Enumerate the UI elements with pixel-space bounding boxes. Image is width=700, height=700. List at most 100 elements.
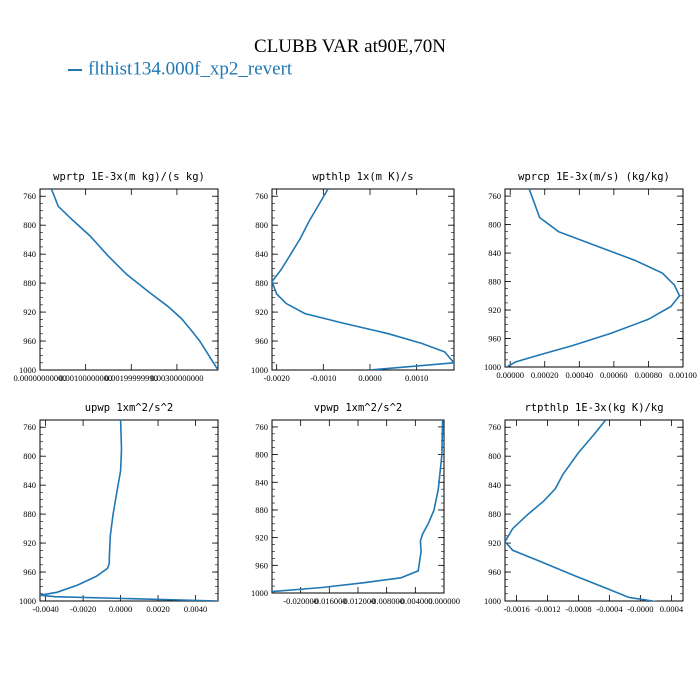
y-tick-label: 760 xyxy=(488,191,501,201)
y-tick-label: 760 xyxy=(255,422,268,432)
x-tick-label: 0.00000000000 xyxy=(13,373,66,383)
y-tick-label: 960 xyxy=(255,560,268,570)
y-tick-label: 840 xyxy=(488,480,501,490)
legend: flthist134.000f_xp2_revert xyxy=(68,58,292,81)
x-tick-label: -0.0040 xyxy=(33,604,59,614)
y-tick-label: 880 xyxy=(23,509,36,519)
x-tick-label: -0.0000 xyxy=(627,604,653,614)
axes-frame xyxy=(271,188,455,371)
x-tick-label: 0.00040 xyxy=(565,370,593,380)
x-tick-label: -0.0008 xyxy=(565,604,591,614)
x-tick-label: -0.0020 xyxy=(70,604,96,614)
y-tick-label: 800 xyxy=(23,220,36,230)
legend-line-swatch xyxy=(68,68,82,71)
y-tick-label: 1000 xyxy=(484,596,501,606)
subplot-title: vpwp 1xm^2/s^2 xyxy=(314,402,403,414)
y-tick-label: 880 xyxy=(488,277,501,287)
y-tick-label: 840 xyxy=(23,480,36,490)
subplot-title: rtpthlp 1E-3x(kg K)/kg xyxy=(524,402,663,414)
y-tick-label: 760 xyxy=(23,191,36,201)
axes-frame xyxy=(504,188,684,368)
y-tick-label: 800 xyxy=(488,451,501,461)
subplot-1: wprtp 1E-3x(m kg)/(s kg) 760 800 840 880 920 9… xyxy=(13,171,219,383)
x-tick-label: 0.0040 xyxy=(184,604,207,614)
y-tick-label: 920 xyxy=(255,307,268,317)
y-tick-label: 920 xyxy=(23,538,36,548)
y-tick-label: 960 xyxy=(23,336,36,346)
y-tick-label: 840 xyxy=(488,248,501,258)
x-tick-label: -0.0016 xyxy=(503,604,529,614)
y-tick-label: 800 xyxy=(255,220,268,230)
x-tick-label: 0.00080 xyxy=(635,370,663,380)
y-tick-label: 920 xyxy=(488,305,501,315)
y-tick-label: 800 xyxy=(255,450,268,460)
x-tick-label: 0.00060 xyxy=(600,370,628,380)
y-tick-label: 840 xyxy=(23,249,36,259)
y-tick-label: 960 xyxy=(488,334,501,344)
y-tick-label: 880 xyxy=(23,278,36,288)
y-tick-label: 1000 xyxy=(19,365,36,375)
y-tick-label: 960 xyxy=(488,567,501,577)
chart-title: CLUBB VAR at90E,70N xyxy=(254,36,446,57)
y-tick-label: 840 xyxy=(255,249,268,259)
subplot-5: vpwp 1xm^2/s^2 760 800 840 880 920 960 1000 -0.0… xyxy=(251,402,460,606)
series-line xyxy=(50,189,218,370)
x-tick-label: -0.016000 xyxy=(312,596,347,606)
x-tick-label: 0.00000 xyxy=(496,370,524,380)
y-tick-label: 760 xyxy=(488,422,501,432)
x-tick-label: 0.00199999990 xyxy=(105,373,158,383)
x-tick-label: -0.020000 xyxy=(283,596,318,606)
series-line xyxy=(505,420,658,601)
subplot-title: wprcp 1E-3x(m/s) (kg/kg) xyxy=(518,171,670,183)
x-tick-label: 0.000000 xyxy=(428,596,460,606)
x-tick-label: -0.0010 xyxy=(310,373,336,383)
series-line xyxy=(272,420,444,593)
x-tick-label: 0.0010 xyxy=(405,373,428,383)
x-tick-label: 0.00100000000 xyxy=(59,373,112,383)
y-tick-label: 960 xyxy=(23,567,36,577)
y-tick-label: 880 xyxy=(255,278,268,288)
axes-frame xyxy=(39,188,219,371)
x-tick-label: 0.0000 xyxy=(109,604,132,614)
x-tick-label: -0.004000 xyxy=(398,596,433,606)
y-tick-label: 760 xyxy=(23,422,36,432)
y-tick-label: 880 xyxy=(488,509,501,519)
legend-label: flthist134.000f_xp2_revert xyxy=(88,58,293,80)
y-tick-label: 800 xyxy=(23,451,36,461)
subplot-title: wpthlp 1x(m K)/s xyxy=(312,171,413,183)
x-tick-label: -0.0012 xyxy=(534,604,560,614)
axes-frame xyxy=(39,419,219,602)
y-tick-label: 880 xyxy=(255,505,268,515)
series-line xyxy=(506,189,681,367)
y-tick-label: 1000 xyxy=(484,362,501,372)
y-tick-label: 960 xyxy=(255,336,268,346)
series-line xyxy=(272,189,454,370)
x-tick-label: 0.0020 xyxy=(146,604,169,614)
x-tick-label: 0.0004 xyxy=(660,604,684,614)
series-line xyxy=(40,420,218,601)
x-tick-label: -0.0020 xyxy=(264,373,290,383)
y-tick-label: 1000 xyxy=(251,365,268,375)
subplot-4: upwp 1xm^2/s^27608008408809209601000-0.0… xyxy=(19,402,219,614)
axes-frame xyxy=(504,419,684,602)
x-tick-label: -0.008000 xyxy=(369,596,404,606)
x-tick-label: -0.0004 xyxy=(596,604,623,614)
subplot-3: wprcp 1E-3x(m/s) (kg/kg) 760 800 840 880 920 9… xyxy=(484,171,697,380)
x-tick-label: 0.00100 xyxy=(669,370,697,380)
x-tick-label: 0.00300000000 xyxy=(150,373,203,383)
subplot-title: wprtp 1E-3x(m kg)/(s kg) xyxy=(53,171,205,183)
subplot-6: rtpthlp 1E-3x(kg K)/kg 760 800 840 880 920 960… xyxy=(484,402,684,614)
y-tick-label: 800 xyxy=(488,220,501,230)
x-tick-label: 0.0000 xyxy=(358,373,381,383)
x-tick-label: -0.012000 xyxy=(341,596,376,606)
y-tick-label: 920 xyxy=(488,538,501,548)
y-tick-label: 920 xyxy=(23,307,36,317)
y-tick-label: 920 xyxy=(255,533,268,543)
x-tick-label: 0.00020 xyxy=(531,370,559,380)
subplot-title: upwp 1xm^2/s^2 xyxy=(85,402,174,414)
y-tick-label: 760 xyxy=(255,191,268,201)
subplot-2: wpthlp 1x(m K)/s7608008408809209601000-0… xyxy=(251,171,455,383)
y-tick-label: 840 xyxy=(255,477,268,487)
y-tick-label: 1000 xyxy=(251,588,268,598)
